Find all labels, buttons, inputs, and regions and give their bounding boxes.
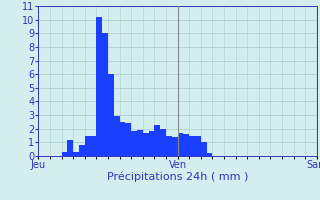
Bar (143, 133, 148, 156)
Bar (178, 133, 183, 156)
Bar (61, 152, 68, 156)
Bar (85, 136, 91, 156)
Bar (189, 136, 195, 156)
Bar (155, 125, 160, 156)
X-axis label: Précipitations 24h ( mm ): Précipitations 24h ( mm ) (107, 172, 248, 182)
Bar (120, 122, 125, 156)
Bar (201, 142, 207, 156)
Bar (91, 136, 96, 156)
Bar (108, 74, 114, 156)
Bar (160, 129, 166, 156)
Bar (79, 145, 85, 156)
Bar (73, 152, 79, 156)
Bar (131, 131, 137, 156)
Bar (68, 140, 73, 156)
Bar (148, 131, 155, 156)
Bar (172, 137, 178, 156)
Bar (207, 153, 212, 156)
Bar (195, 136, 201, 156)
Bar (183, 134, 189, 156)
Bar (114, 116, 120, 156)
Bar (137, 130, 143, 156)
Bar (102, 33, 108, 156)
Bar (96, 17, 102, 156)
Bar (166, 136, 172, 156)
Bar (125, 123, 131, 156)
